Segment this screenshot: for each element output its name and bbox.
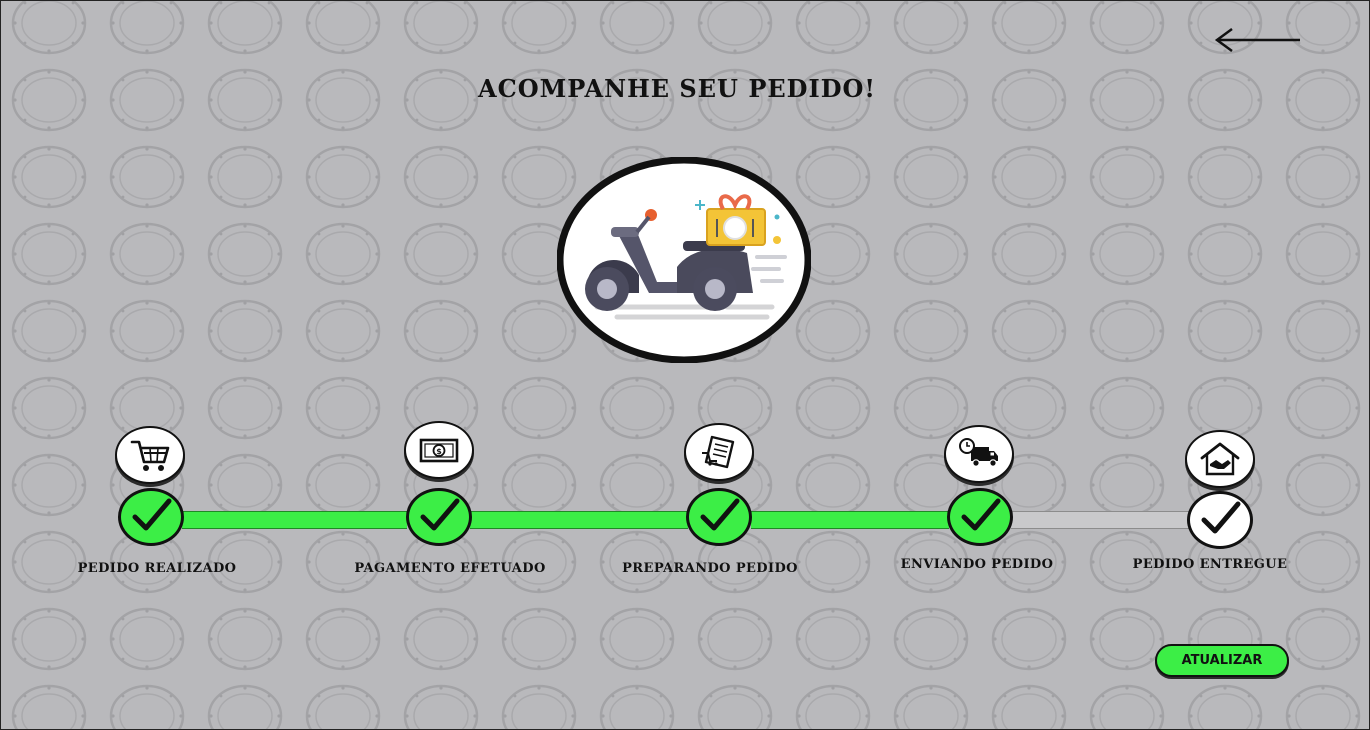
step-icon-pedido-entregue (1185, 430, 1255, 488)
step-check-pedido-realizado (118, 488, 184, 546)
step-label-preparando-pedido: PREPARANDO PEDIDO (622, 561, 798, 576)
step-check-pedido-entregue (1187, 491, 1253, 549)
progress-track-3 (751, 511, 949, 529)
house-handshake-icon (1200, 442, 1240, 476)
checkmark-icon (1201, 501, 1241, 534)
shopping-cart-icon (130, 440, 170, 471)
delivery-scooter-icon (557, 157, 811, 363)
arrow-left-icon (1214, 27, 1300, 53)
step-icon-preparando-pedido (684, 423, 754, 481)
checkmark-icon (961, 498, 1001, 531)
step-label-pedido-entregue: PEDIDO ENTREGUE (1132, 557, 1288, 572)
svg-text:$: $ (436, 447, 442, 456)
step-check-preparando-pedido (686, 488, 752, 546)
step-icon-enviando-pedido (944, 425, 1014, 483)
checkmark-icon (132, 498, 172, 531)
step-label-pedido-realizado: PEDIDO REALIZADO (77, 561, 237, 576)
delivery-truck-icon (959, 438, 998, 467)
refresh-button[interactable]: ATUALIZAR (1155, 644, 1289, 677)
hero-illustration (557, 157, 811, 363)
step-check-enviando-pedido (947, 488, 1013, 546)
receipt-icon (702, 435, 735, 469)
progress-track-4 (1011, 511, 1189, 529)
page-title: ACOMPANHE SEU PEDIDO! (478, 74, 876, 103)
progress-track-2 (470, 511, 688, 529)
step-label-pagamento-efetuado: PAGAMENTO EFETUADO (354, 561, 546, 576)
step-label-enviando-pedido: ENVIANDO PEDIDO (900, 557, 1054, 572)
checkmark-icon (420, 498, 460, 531)
progress-track-1 (182, 511, 407, 529)
checkmark-icon (700, 498, 740, 531)
step-check-pagamento-efetuado (406, 488, 472, 546)
banknote-icon: $ (419, 438, 459, 463)
step-icon-pedido-realizado (115, 426, 185, 484)
back-button[interactable] (1210, 24, 1306, 58)
step-icon-pagamento-efetuado: $ (404, 421, 474, 479)
